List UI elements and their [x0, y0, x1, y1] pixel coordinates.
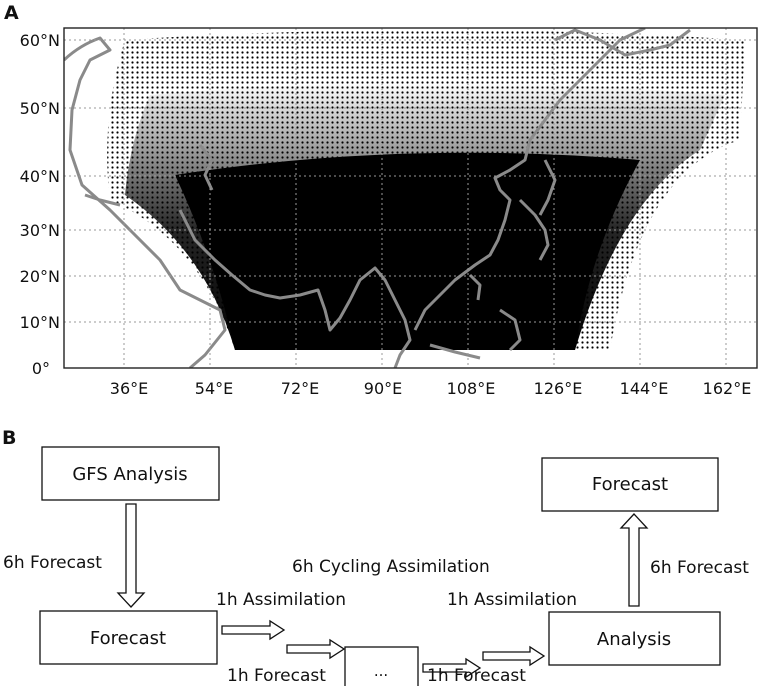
lon-label: 144°E: [620, 379, 669, 398]
six-h-forecast-left-label: 6h Forecast: [3, 553, 102, 573]
longitude-labels: 36°E 54°E 72°E 90°E 108°E 126°E 144°E 16…: [110, 379, 752, 398]
arrow-1h-forecast-right: [422, 657, 482, 679]
lat-label: 10°N: [20, 313, 60, 332]
assimilation-1h-label-left: 1h Assimilation: [216, 590, 346, 610]
map-frame: [63, 27, 758, 369]
arrow-1h-assimilation-right: [482, 645, 546, 667]
lat-label: 60°N: [20, 31, 60, 50]
graticule: [64, 28, 757, 368]
forecast-left-label: Forecast: [90, 628, 166, 649]
lon-label: 72°E: [281, 379, 319, 398]
lat-label: 0°: [32, 359, 50, 378]
arrow-1h-assimilation-left: [221, 619, 286, 641]
panel-b-letter: B: [2, 427, 16, 449]
forecast-left-box: [39, 610, 218, 665]
forecast-top-box: [541, 457, 719, 512]
analysis-label: Analysis: [597, 629, 671, 650]
lat-label: 20°N: [20, 267, 60, 286]
six-h-forecast-right-label: 6h Forecast: [650, 558, 749, 578]
lon-label: 126°E: [534, 379, 583, 398]
ellipsis-label: ...: [374, 662, 388, 680]
continuation-box: [344, 646, 419, 686]
arrow-up-6h-forecast: [619, 513, 649, 607]
domain-solid-core: [175, 152, 640, 350]
forecast-1h-label-right: 1h Forecast: [427, 666, 526, 686]
analysis-box: [548, 611, 721, 666]
arrow-1h-forecast-left: [286, 638, 346, 660]
lon-label: 108°E: [447, 379, 496, 398]
lat-label: 30°N: [20, 221, 60, 240]
lon-label: 90°E: [364, 379, 402, 398]
latitude-labels: 60°N 50°N 40°N 30°N 20°N 10°N 0°: [20, 31, 60, 378]
map-panel: [64, 28, 757, 368]
panel-a-letter: A: [4, 2, 19, 24]
lon-label: 36°E: [110, 379, 148, 398]
lon-label: 162°E: [703, 379, 752, 398]
lat-label: 50°N: [20, 99, 60, 118]
gfs-analysis-box: [41, 446, 220, 501]
lat-label: 40°N: [20, 167, 60, 186]
gfs-analysis-label: GFS Analysis: [72, 464, 187, 485]
forecast-1h-label-left: 1h Forecast: [227, 666, 326, 686]
forecast-top-label: Forecast: [592, 474, 668, 495]
coastlines: [64, 28, 691, 368]
lon-label: 54°E: [195, 379, 233, 398]
assimilation-1h-label-right: 1h Assimilation: [447, 590, 577, 610]
arrow-down-6h-forecast: [116, 503, 146, 608]
cycling-assimilation-label: 6h Cycling Assimilation: [292, 557, 490, 577]
